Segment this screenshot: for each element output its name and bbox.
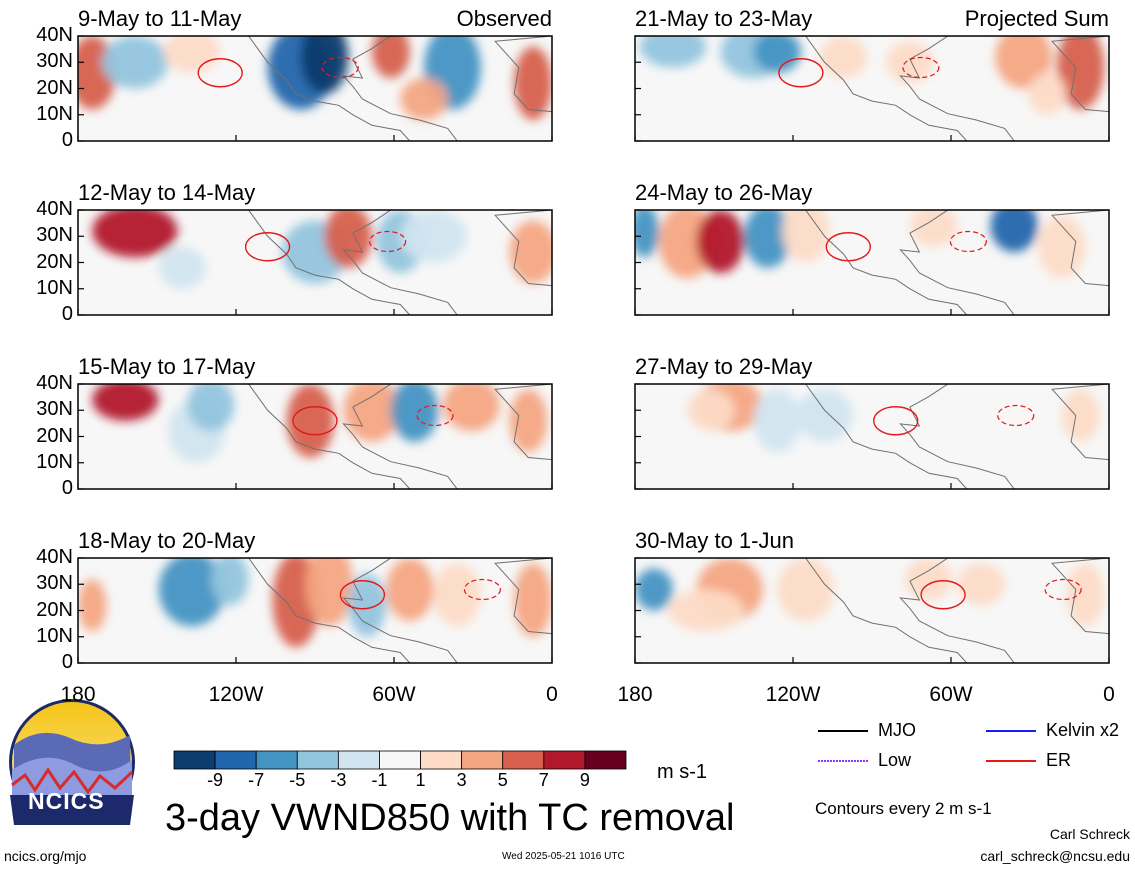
colorbar-label: 3 (456, 770, 467, 790)
colorbar-label: -9 (207, 770, 224, 790)
colorbar-swatch (461, 750, 504, 770)
colorbar-label: 1 (415, 770, 426, 790)
colorbar-swatch (543, 750, 586, 770)
y-tick-label: 30N (36, 50, 73, 73)
y-tick-label: 40N (36, 24, 73, 46)
colorbar (173, 750, 627, 770)
x-tick-label: 120W (765, 683, 821, 706)
map-panel (77, 35, 553, 142)
x-tick-label: 0 (546, 683, 558, 706)
map-panel (634, 383, 1110, 490)
map-panel (77, 557, 553, 664)
colorbar-label: 9 (579, 770, 590, 790)
x-tick-label: 180 (60, 683, 96, 706)
line-legend (818, 730, 1036, 762)
legend-label: ER (1046, 750, 1072, 770)
y-tick-label: 40N (36, 198, 73, 220)
y-tick-label: 10N (36, 624, 73, 647)
author: Carl Schreck (1049, 826, 1130, 842)
map-panel (634, 209, 1110, 316)
ncics-logo (9, 699, 135, 825)
colorbar-swatch (502, 750, 545, 770)
colorbar-label: -5 (289, 770, 306, 790)
map-panel (77, 209, 553, 316)
colorbar-swatch (296, 750, 339, 770)
colorbar-label: -1 (371, 770, 388, 790)
panel-date-label: 9-May to 11-May (78, 6, 242, 31)
y-tick-label: 10N (36, 102, 73, 125)
panel-date-label: 18-May to 20-May (78, 528, 256, 553)
y-tick-label: 0 (61, 129, 73, 151)
panel-date-label: 24-May to 26-May (635, 180, 813, 205)
colorbar-units: m s-1 (657, 761, 707, 783)
colorbar-swatch (255, 750, 298, 770)
chart-title: 3-day VWND850 with TC removal (165, 797, 735, 839)
timestamp: Wed 2025-05-21 1016 UTC (502, 851, 625, 862)
y-tick-label: 0 (61, 303, 73, 325)
colorbar-swatch (420, 750, 463, 770)
y-tick-label: 40N (36, 372, 73, 394)
x-tick-label: 0 (1103, 683, 1115, 706)
contour-note: Contours every 2 m s-1 (815, 799, 992, 818)
column-label: Projected Sum (964, 6, 1109, 31)
source-url: ncics.org/mjo (4, 848, 87, 864)
colorbar-swatch (173, 750, 216, 770)
y-tick-label: 0 (61, 477, 73, 499)
map-panel (77, 383, 553, 490)
panel-date-label: 12-May to 14-May (78, 180, 256, 205)
panel-date-label: 27-May to 29-May (635, 354, 813, 379)
colorbar-label: 5 (497, 770, 508, 790)
legend-label: Kelvin x2 (1046, 720, 1120, 740)
map-panel (634, 557, 1110, 664)
colorbar-swatch (379, 750, 421, 770)
legend-label: Low (878, 750, 912, 770)
author-email: carl_schreck@ncsu.edu (980, 848, 1130, 864)
y-tick-label: 20N (36, 250, 73, 273)
x-tick-label: 180 (617, 683, 653, 706)
colorbar-swatch (337, 750, 380, 770)
x-tick-label: 60W (372, 683, 416, 706)
x-tick-label: 120W (208, 683, 264, 706)
y-tick-label: 30N (36, 572, 73, 595)
panel-date-label: 30-May to 1-Jun (635, 528, 794, 553)
logo-text: NCICS (28, 788, 105, 814)
colorbar-swatch (584, 750, 627, 770)
colorbar-label: 7 (538, 770, 549, 790)
colorbar-label: -3 (330, 770, 347, 790)
y-tick-label: 0 (61, 651, 73, 673)
y-tick-label: 20N (36, 598, 73, 621)
map-panel (634, 35, 1110, 142)
y-tick-label: 10N (36, 276, 73, 299)
panel-date-label: 21-May to 23-May (635, 6, 813, 31)
y-tick-label: 40N (36, 546, 73, 568)
colorbar-swatch (214, 750, 257, 770)
panel-date-label: 15-May to 17-May (78, 354, 256, 379)
x-tick-label: 60W (929, 683, 973, 706)
y-tick-label: 10N (36, 450, 73, 473)
y-tick-label: 30N (36, 398, 73, 421)
legend-label: MJO (878, 720, 916, 740)
y-tick-label: 20N (36, 424, 73, 447)
colorbar-label: -7 (248, 770, 265, 790)
column-label: Observed (456, 6, 552, 31)
y-tick-label: 30N (36, 224, 73, 247)
y-tick-label: 20N (36, 76, 73, 99)
